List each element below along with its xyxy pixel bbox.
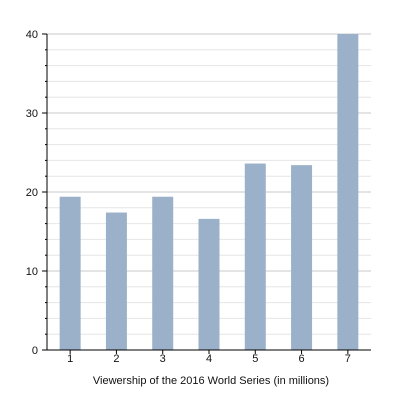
y-tick-label: 40 xyxy=(26,29,38,41)
x-tick-label: 5 xyxy=(252,353,258,365)
x-tick-label: 7 xyxy=(345,353,351,365)
x-tick-label: 3 xyxy=(160,353,166,365)
x-tick-label: 4 xyxy=(206,353,212,365)
x-axis-title: Viewership of the 2016 World Series (in … xyxy=(93,375,329,387)
bar-3 xyxy=(152,196,174,350)
y-tick-label: 10 xyxy=(26,266,38,278)
y-tick-label: 0 xyxy=(32,345,38,357)
x-tick-label: 6 xyxy=(299,353,305,365)
bar-2 xyxy=(105,212,127,350)
axes xyxy=(42,33,371,354)
x-tick-label: 2 xyxy=(113,353,119,365)
bar-5 xyxy=(244,163,266,350)
x-tick-label: 1 xyxy=(67,353,73,365)
y-tick-label: 20 xyxy=(26,187,38,199)
bar-7 xyxy=(337,34,359,350)
bar-4 xyxy=(198,218,220,350)
tick-labels: 0 10 20 30 40 1 2 3 4 5 6 7 xyxy=(26,29,351,365)
y-tick-label: 30 xyxy=(26,108,38,120)
bar-1 xyxy=(59,196,81,350)
bars xyxy=(59,34,359,350)
bar-6 xyxy=(291,165,313,350)
